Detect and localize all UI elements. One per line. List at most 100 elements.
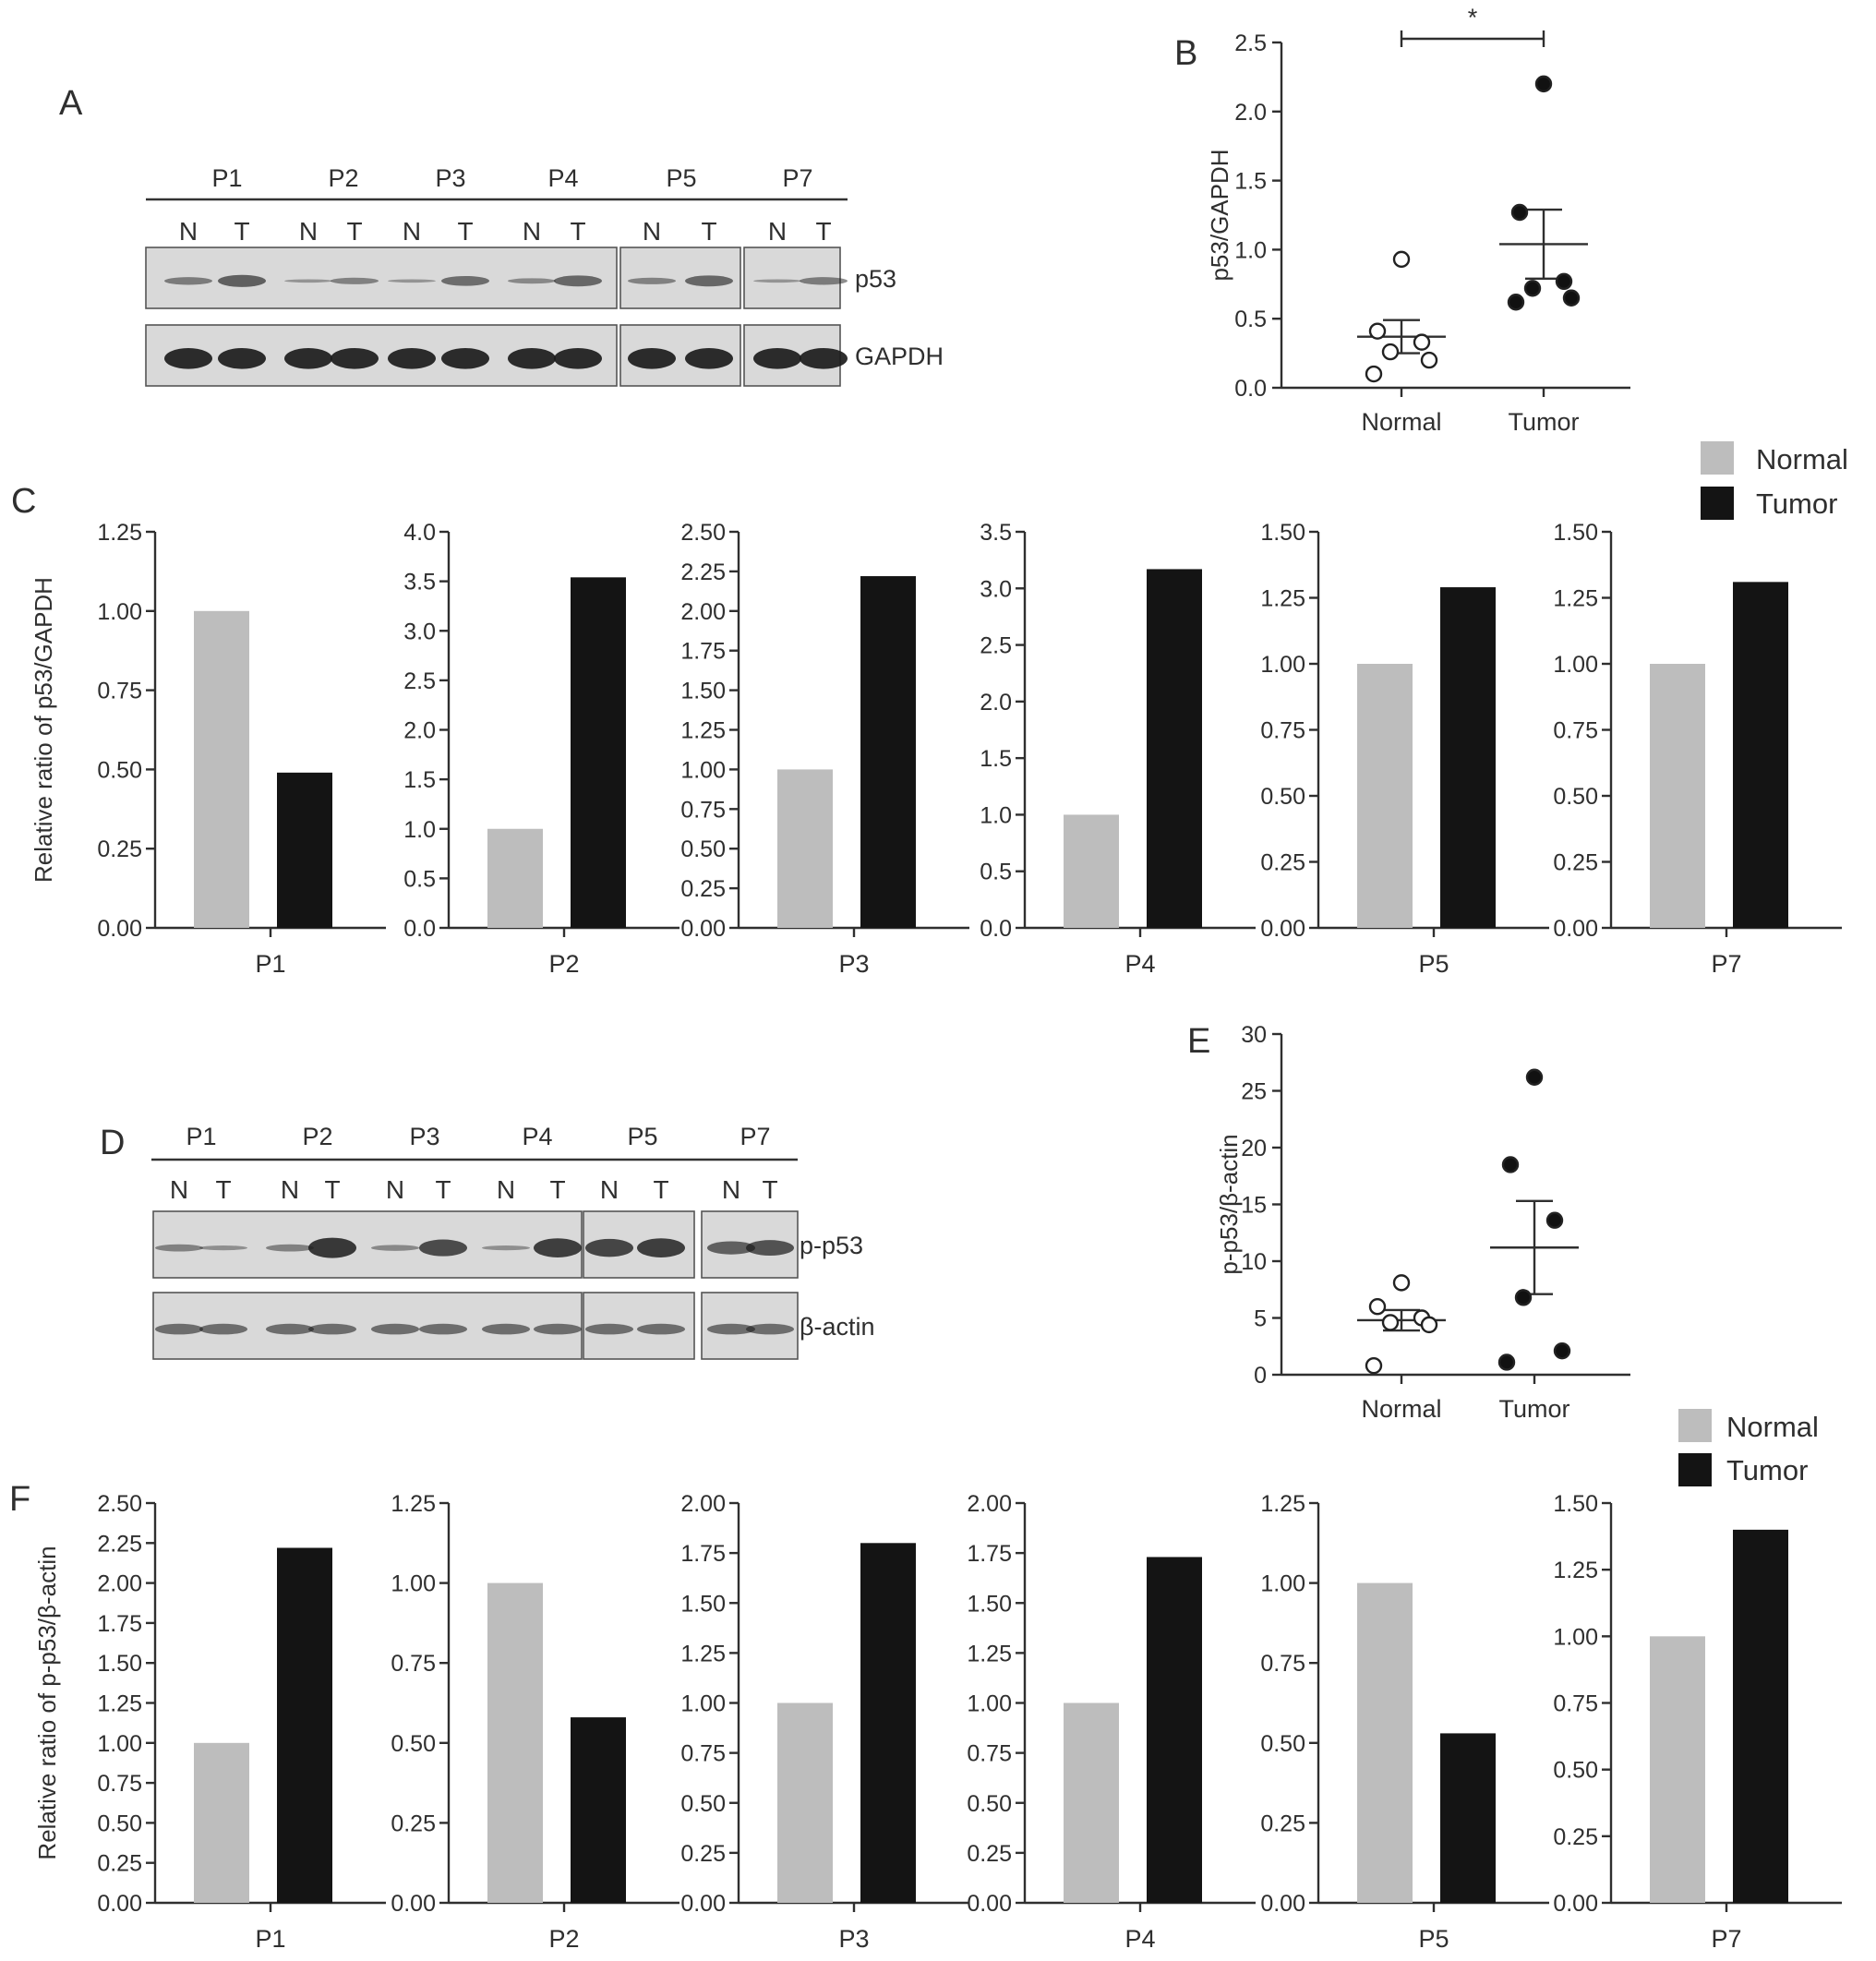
chart-b-data-point	[1523, 280, 1542, 297]
chart-c-p4-bar-tumor	[1147, 569, 1202, 928]
chart-f-p3-ytick-label: 0.50	[680, 1791, 726, 1817]
blot-a-lane-label: N	[403, 217, 421, 246]
chart-c-p1-ytick-label: 0.50	[97, 757, 142, 783]
panel-letter-d: D	[100, 1124, 125, 1162]
chart-c-p4-ytick-label: 0.0	[980, 916, 1012, 942]
chart-e-data-point	[1514, 1289, 1533, 1306]
chart-f-p2-category-label: P2	[548, 1925, 579, 1953]
blot-a-group-label: P2	[328, 164, 358, 192]
chart-c-p2-ytick-label: 1.0	[403, 817, 436, 843]
chart-f-p4-ytick-label: 1.75	[967, 1541, 1012, 1567]
chart-b-significance-marker: *	[1468, 4, 1478, 31]
chart-b-ytick-label: 0.0	[1234, 376, 1267, 402]
blot-a-band	[388, 348, 436, 369]
blot-a-band	[441, 275, 489, 286]
blot-d-lane-label: T	[653, 1175, 668, 1204]
chart-b-data-point	[1413, 333, 1431, 351]
bar-charts-f: Relative ratio of p-p53/β-actin 0.00 0.25 0…	[33, 1491, 1842, 1953]
chart-c-p2-category-label: P2	[548, 950, 579, 978]
blot-a-band	[554, 275, 602, 287]
scatter-chart-e: 0 5 10 15 20 25 30 p-p53/β-actin Normal Tumor	[1215, 1022, 1630, 1423]
chart-c-p2-bar-normal	[487, 828, 543, 928]
blot-d-row-label: β-actin	[800, 1313, 875, 1341]
chart-c-p7-ytick-label: 1.00	[1553, 652, 1598, 678]
chart-f-p2-ytick-label: 1.00	[391, 1571, 436, 1597]
panel-letter-f: F	[9, 1480, 30, 1519]
blot-a-lane-label: T	[570, 217, 585, 246]
chart-e-data-point	[1545, 1211, 1564, 1229]
chart-c-p5-bar-tumor	[1440, 587, 1496, 928]
chart-c-p1-category-label: P1	[255, 950, 285, 978]
blot-a-band	[554, 348, 602, 369]
blot-d-band	[266, 1244, 314, 1252]
chart-c-p3-bar-tumor	[860, 576, 916, 928]
chart-f-p4-ytick-label: 0.50	[967, 1791, 1012, 1817]
panel-letter-a: A	[59, 84, 83, 123]
blot-a-band	[753, 348, 801, 369]
chart-b-data-point	[1368, 322, 1387, 340]
chart-e-data-point	[1525, 1068, 1544, 1086]
blot-d-band	[371, 1323, 419, 1335]
chart-f-p1-bar-normal	[194, 1742, 249, 1903]
blot-a-group-label: P3	[435, 164, 465, 192]
blot-a-lane-label: N	[299, 217, 318, 246]
chart-f-p3-ytick-label: 1.00	[680, 1691, 726, 1717]
chart-c-p5-category-label: P5	[1418, 950, 1449, 978]
blot-d-band	[746, 1240, 794, 1257]
chart-f-p5-bar-normal	[1357, 1582, 1413, 1903]
blot-d-strip	[152, 1210, 583, 1279]
blot-a-lane-label: T	[234, 217, 249, 246]
chart-f-p1-ytick-label: 0.00	[97, 1891, 142, 1917]
chart-f-p4-ytick-label: 2.00	[967, 1491, 1012, 1517]
chart-b-data-point	[1555, 272, 1573, 291]
chart-f-p1-bar-tumor	[277, 1547, 332, 1903]
blot-d-band	[419, 1323, 467, 1335]
chart-c-p7-ytick-label: 1.50	[1553, 520, 1598, 546]
blot-a-band	[685, 348, 733, 369]
chart-b-ytick-label: 1.0	[1234, 237, 1267, 263]
chart-c-p7-ytick-label: 0.75	[1553, 718, 1598, 744]
blot-d-lane-label: T	[215, 1175, 231, 1204]
chart-c-p5-ytick-label: 0.25	[1260, 850, 1305, 876]
blot-d-band	[308, 1323, 356, 1335]
chart-f-p5-ytick-label: 1.25	[1260, 1491, 1305, 1517]
chart-f-p7-ytick-label: 0.50	[1553, 1758, 1598, 1784]
chart-f-p1-ytick-label: 0.75	[97, 1771, 142, 1797]
chart-b-ytick-label: 2.5	[1234, 30, 1267, 56]
chart-f-p5-ytick-label: 0.50	[1260, 1731, 1305, 1757]
blot-a-strip	[145, 247, 618, 309]
blot-a-lane-label: N	[179, 217, 198, 246]
chart-b-ytick-label: 2.0	[1234, 100, 1267, 126]
legend-c-tumor-swatch	[1701, 487, 1734, 520]
blot-d-group-label: P7	[740, 1123, 770, 1150]
chart-c-p2-bar-tumor	[571, 577, 626, 928]
chart-c-p7-category-label: P7	[1711, 950, 1741, 978]
chart-c-p2-ytick-label: 0.0	[403, 916, 436, 942]
chart-c-p2-ytick-label: 3.5	[403, 570, 436, 596]
chart-c-p1-ytick-label: 0.25	[97, 836, 142, 862]
chart-c-p3-ytick-label: 0.50	[680, 836, 726, 862]
chart-f-p4-ytick-label: 0.25	[967, 1841, 1012, 1867]
blot-d-band	[534, 1238, 582, 1257]
chart-f-p5-ytick-label: 0.00	[1260, 1891, 1305, 1917]
chart-f-p7-category-label: P7	[1711, 1925, 1741, 1953]
blot-d-band	[534, 1323, 582, 1335]
blot-d-band	[308, 1237, 356, 1258]
blot-d-group-label: P4	[522, 1123, 552, 1150]
blot-d-band	[482, 1245, 530, 1251]
chart-b-category-label: Tumor	[1508, 408, 1579, 436]
chart-f-p3-bar-tumor	[860, 1543, 916, 1903]
chart-c-p5-ytick-label: 1.50	[1260, 520, 1305, 546]
chart-b-data-point	[1534, 75, 1553, 93]
blot-a-lane-label: T	[701, 217, 716, 246]
chart-f-p7-ytick-label: 1.25	[1553, 1558, 1598, 1583]
blot-a-band	[164, 277, 212, 285]
blot-a-band	[628, 277, 676, 284]
blot-d-band	[199, 1245, 247, 1251]
chart-e-data-point	[1420, 1316, 1438, 1334]
chart-c-y-axis-label: Relative ratio of p53/GAPDH	[30, 577, 57, 883]
blot-a-row-label: GAPDH	[855, 343, 944, 370]
blot-d-lane-label: N	[281, 1175, 299, 1204]
chart-c-p3-ytick-label: 0.75	[680, 797, 726, 823]
chart-f-p4-ytick-label: 1.25	[967, 1641, 1012, 1666]
